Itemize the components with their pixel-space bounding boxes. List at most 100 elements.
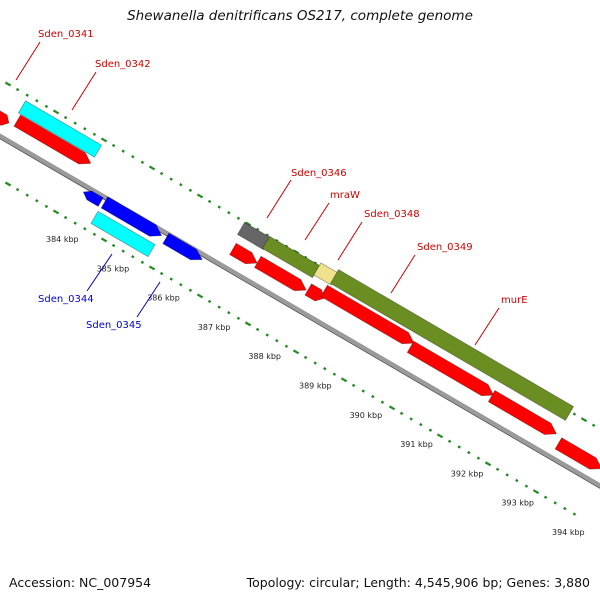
inner-tick-mark [35,199,39,203]
outer-tick-mark [131,155,135,159]
gene-arrow [329,269,575,421]
gene-label-leader [474,307,500,346]
gene-label-leader [337,221,363,261]
inner-tick-mark [292,349,300,355]
outer-tick-mark [591,423,596,427]
gene-label-leader [136,281,161,318]
scale-label: 387 kbp [198,323,231,332]
outer-tick-mark [44,104,49,109]
outer-tick-mark [15,87,20,92]
inner-tick-mark [447,439,452,444]
inner-tick-mark [15,187,20,192]
gene-arrow [229,242,258,265]
inner-tick-mark [111,243,116,248]
inner-tick-mark [371,394,375,399]
inner-tick-mark [484,461,492,467]
gene-arrow [162,232,203,261]
gene-arrow [304,283,325,302]
inner-tick-mark [44,204,49,209]
inner-tick-mark [495,467,500,472]
inner-tick-mark [563,506,567,511]
gene-arrow [82,190,104,207]
gene-label-leader [304,202,330,241]
inner-tick-mark [428,428,433,432]
outer-tick-mark [188,188,193,192]
gene-label: Sden_0341 [38,29,94,40]
outer-tick-mark [25,93,29,97]
gene-label-leader [71,71,97,111]
outer-tick-mark [148,165,156,171]
gene-arrow [261,235,321,279]
outer-tick-mark [207,199,212,204]
inner-tick-mark [265,333,269,337]
outer-tick-mark [35,99,39,103]
inner-tick-mark [188,288,193,292]
outer-tick-mark [265,233,269,237]
accession-text: Accession: NC_007954 [9,575,152,590]
outer-tick-mark [159,171,164,176]
inner-tick-mark [121,249,125,253]
scale-label: 391 kbp [400,440,433,449]
inner-tick-mark [73,221,77,225]
gene-arrow [554,437,600,470]
outer-tick-mark [52,109,60,115]
gene-label: Sden_0348 [364,209,420,220]
inner-tick-mark [340,377,348,383]
gene-arrow [406,340,495,397]
inner-tick-mark [92,232,97,237]
outer-tick-mark [111,143,116,148]
outer-tick-mark [227,210,231,215]
scale-label: 392 kbp [451,469,484,478]
inner-tick-mark [52,209,60,215]
outer-tick-mark [100,137,108,143]
inner-tick-mark [399,411,404,416]
inner-tick-mark [543,495,548,500]
inner-tick-mark [217,305,221,309]
inner-tick-mark [457,445,461,449]
inner-tick-mark [380,400,385,404]
outer-tick-mark [236,216,241,220]
gene-arrow [100,196,163,237]
gene-label: Sden_0349 [417,242,473,253]
outer-tick-mark [196,193,204,199]
inner-tick-mark [148,265,156,271]
inner-tick-mark [25,193,29,197]
scale-label: 385 kbp [97,264,130,273]
gene-label: Sden_0342 [95,59,151,70]
inner-tick-mark [436,433,444,439]
inner-tick-mark [553,501,557,505]
inner-tick-mark [227,310,231,315]
scale-label: 389 kbp [299,382,332,391]
gene-arrow [236,221,272,251]
inner-tick-track [4,181,577,516]
inner-tick-mark [332,372,337,376]
gene-arrow [17,100,103,158]
gene-label: Sden_0344 [38,294,94,305]
gene-arrow [253,255,307,292]
gene-label: Sden_0346 [291,168,347,179]
inner-tick-mark [244,321,252,327]
genome-summary-text: Topology: circular; Length: 4,545,906 bp… [246,575,590,590]
scale-label: 386 kbp [147,294,180,303]
inner-tick-mark [467,450,471,455]
gene-features [0,100,600,470]
inner-tick-mark [255,327,260,332]
genome-backbone-shadow [0,138,600,489]
inner-tick-mark [351,383,356,388]
outer-tick-mark [92,132,97,137]
scale-label: 388 kbp [248,352,281,361]
outer-tick-mark [169,177,173,181]
inner-tick-mark [131,255,135,259]
outer-tick-mark [4,81,12,87]
gene-arrow [313,262,339,286]
inner-tick-mark [196,293,204,299]
inner-tick-mark [4,181,12,187]
scale-label: 394 kbp [552,528,585,537]
outer-tick-mark [580,417,588,423]
inner-tick-mark [505,473,509,477]
genome-backbone [0,133,600,488]
outer-tick-mark [121,149,125,153]
gene-label: mraW [330,190,360,201]
outer-tick-mark [179,183,183,187]
inner-tick-mark [388,405,396,411]
